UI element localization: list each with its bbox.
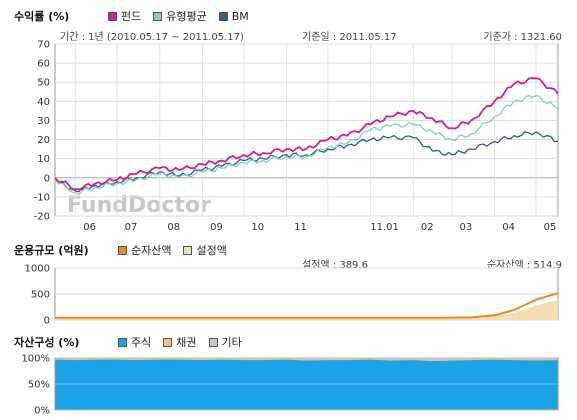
legend-item-net-asset[interactable]: 순자산액 xyxy=(118,242,171,258)
legend-item-other[interactable]: 기타 xyxy=(208,334,242,350)
x-tick-label: 03 xyxy=(460,222,473,233)
plot-area xyxy=(54,43,559,217)
x-tick-label: 02 xyxy=(421,222,434,233)
aum-chart: 0 500 1000 xyxy=(25,264,559,327)
base-date-text: 기준일 : 2011.05.17 xyxy=(302,32,397,43)
y-tick-label: 50 xyxy=(37,78,50,89)
series-line-category-avg xyxy=(54,94,559,196)
legend-label-bond: 채권 xyxy=(176,336,197,349)
legend-item-bm[interactable]: BM xyxy=(218,8,249,24)
y-tick-label: 20 xyxy=(37,135,50,146)
y-tick-label: 10 xyxy=(37,154,50,165)
x-tick-label: 05 xyxy=(544,222,557,233)
line-net-asset xyxy=(55,292,559,319)
legend-item-category-avg[interactable]: 유형평균 xyxy=(153,8,207,24)
legend-item-bond[interactable]: 채권 xyxy=(163,334,197,350)
y-tick-label: 70 xyxy=(37,40,50,51)
x-tick-label: 06 xyxy=(83,222,96,233)
x-tick-label: 11.01 xyxy=(370,222,399,233)
y-tick-label: 500 xyxy=(31,290,50,301)
y-tick-label: -20 xyxy=(34,212,50,223)
legend-swatch-net-asset xyxy=(118,245,127,255)
legend-item-stock[interactable]: 주식 xyxy=(118,334,151,350)
x-tick-label: 10 xyxy=(251,222,264,233)
returns-legend: 펀드 유형평균 BM xyxy=(108,8,261,24)
legend-swatch-setting xyxy=(183,245,193,255)
y-tick-label: 60 xyxy=(37,59,50,70)
allocation-legend: 주식 채권 기타 xyxy=(118,334,254,350)
x-tick-label: 11 xyxy=(294,222,307,233)
legend-label-bm: BM xyxy=(231,9,249,23)
returns-title: 수익률 (%) xyxy=(14,10,70,23)
x-tick-label: 08 xyxy=(167,222,180,233)
series-line-bm xyxy=(54,131,559,193)
legend-label-net-asset: 순자산액 xyxy=(131,244,172,257)
legend-swatch-stock xyxy=(118,337,127,347)
aum-title: 운용규모 (억원) xyxy=(14,244,89,257)
legend-label-stock: 주식 xyxy=(131,336,152,349)
legend-label-setting: 설정액 xyxy=(196,244,227,257)
legend-label-category-avg: 유형평균 xyxy=(166,10,207,23)
x-tick-label: 07 xyxy=(125,222,138,233)
aum-legend: 순자산액 설정액 xyxy=(118,242,239,258)
y-tick-label: 30 xyxy=(37,116,50,127)
x-tick-label: 04 xyxy=(502,222,515,233)
allocation-title: 자산구성 (%) xyxy=(14,336,80,349)
legend-label-other: 기타 xyxy=(221,336,242,349)
setting-amount-text: 설정액 : 389.6 xyxy=(302,260,368,271)
net-asset-amount-text: 순자산액 : 514.9 xyxy=(486,260,562,271)
legend-swatch-other xyxy=(208,337,218,347)
allocation-chart: 0% 50% 100% xyxy=(21,354,559,417)
base-price-text: 기준가 : 1321.60 xyxy=(483,32,562,43)
legend-item-setting[interactable]: 설정액 xyxy=(183,242,227,258)
y-tick-label: 40 xyxy=(37,97,50,108)
y-tick-label: -10 xyxy=(34,192,50,203)
y-tick-label: 50% xyxy=(28,380,50,391)
y-tick-label: 100% xyxy=(21,354,50,365)
plot-frame xyxy=(54,357,559,411)
y-tick-label: 0 xyxy=(44,316,50,327)
y-tick-label: 1000 xyxy=(25,264,50,275)
series-line-fund xyxy=(54,77,559,191)
y-tick-label: 0% xyxy=(34,406,50,417)
period-text: 기간 : 1년 (2010.05.17 ~ 2011.05.17) xyxy=(60,32,244,43)
legend-swatch-category-avg xyxy=(153,11,163,21)
area-stock xyxy=(55,359,558,410)
legend-label-fund: 펀드 xyxy=(121,10,142,23)
legend-swatch-fund xyxy=(108,11,117,21)
legend-item-fund[interactable]: 펀드 xyxy=(108,8,141,24)
legend-swatch-bond xyxy=(163,337,173,347)
legend-swatch-bm xyxy=(218,11,228,21)
x-tick-label: 09 xyxy=(210,222,223,233)
y-tick-label: 0 xyxy=(44,173,50,184)
